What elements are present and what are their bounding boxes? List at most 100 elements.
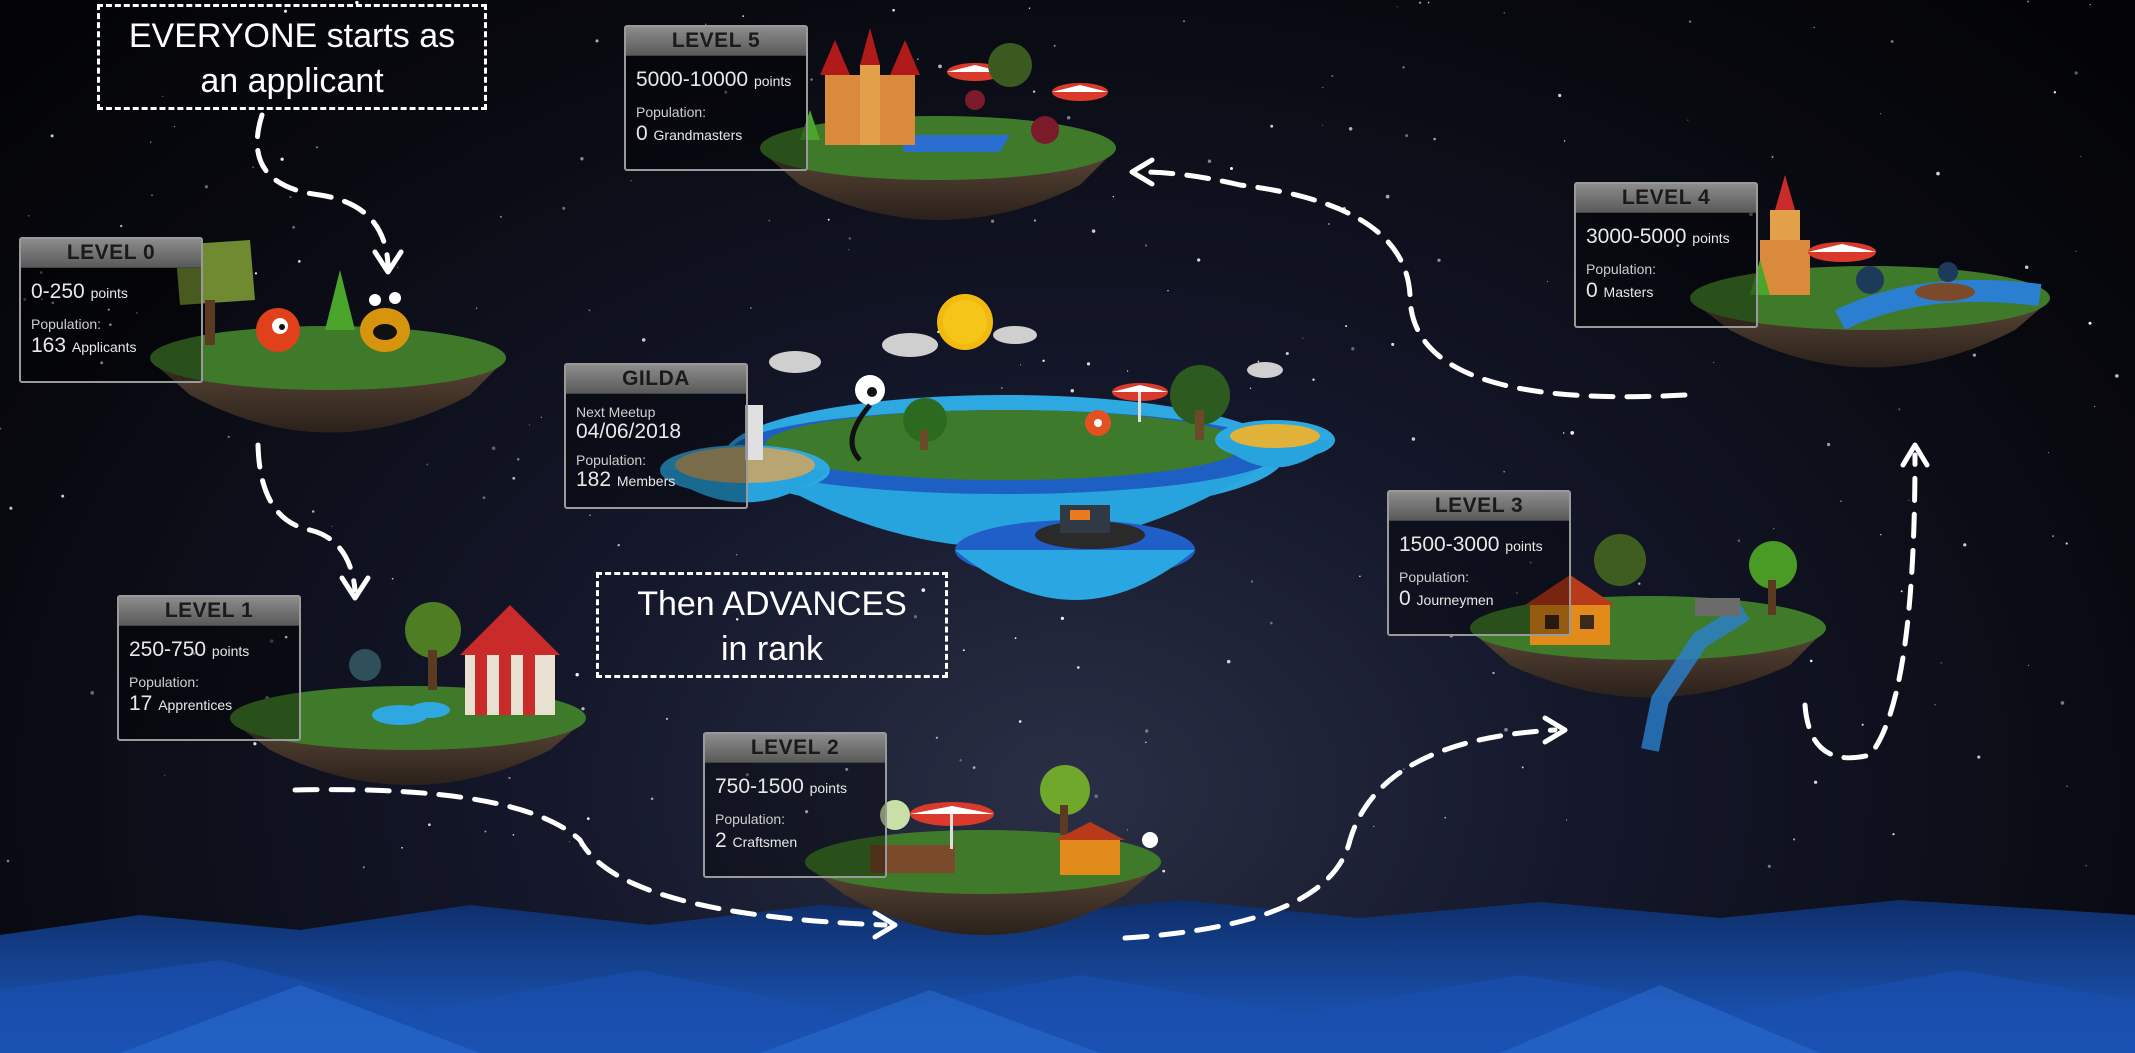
guild-population-count: 182 — [576, 468, 612, 491]
advance-note-line-2: in rank — [720, 630, 824, 668]
star — [1183, 20, 1185, 23]
island-level-0[interactable] — [150, 240, 506, 433]
level-range-unit: points — [753, 73, 792, 89]
star — [491, 446, 496, 451]
level-card-2[interactable]: LEVEL 2 750-1500 points Population: 2 Cr… — [703, 732, 887, 878]
level-population: 163 Applicants — [31, 334, 201, 358]
star — [935, 736, 939, 739]
star — [512, 834, 515, 836]
star — [1269, 621, 1273, 625]
level-population: 0 Journeymen — [1399, 587, 1569, 611]
star — [252, 166, 255, 169]
star — [1405, 134, 1409, 138]
star — [1771, 156, 1774, 158]
star — [50, 134, 54, 138]
star — [1936, 171, 1940, 176]
star — [2089, 3, 2091, 6]
star — [745, 773, 749, 777]
star — [750, 307, 752, 309]
star — [475, 307, 478, 309]
star — [100, 361, 104, 365]
star — [972, 766, 976, 769]
star — [1890, 40, 1894, 43]
star — [641, 338, 646, 342]
level-range-unit: points — [90, 285, 128, 301]
level-population-count: 2 — [715, 829, 727, 852]
star — [331, 525, 333, 528]
star — [848, 237, 852, 240]
island-level-2[interactable] — [805, 765, 1161, 935]
star — [109, 323, 112, 326]
island-level-4[interactable] — [1690, 175, 2050, 368]
star — [1687, 119, 1689, 121]
star — [164, 774, 166, 776]
star — [1086, 362, 1091, 366]
arrow-level-0-to-level-1 — [255, 442, 358, 593]
star — [1327, 222, 1330, 226]
star — [107, 308, 110, 311]
arrowhead-level-2 — [872, 910, 898, 940]
star — [1563, 140, 1566, 142]
star — [628, 878, 630, 880]
star — [516, 458, 520, 461]
star — [1963, 543, 1967, 547]
level-population-rank: Journeymen — [1416, 592, 1494, 608]
star — [1144, 741, 1147, 744]
star — [1427, 1, 1430, 4]
island-level-5[interactable] — [760, 28, 1116, 220]
star — [1749, 212, 1753, 217]
guild-meetup-label: Next Meetup — [576, 404, 656, 420]
star — [1433, 137, 1436, 141]
star — [2027, 0, 2030, 3]
star — [1042, 359, 1045, 362]
level-population-rank: Apprentices — [158, 697, 233, 713]
start-note-line-2: an applicant — [200, 62, 384, 100]
star — [1066, 115, 1071, 120]
star — [1566, 819, 1568, 821]
level-population: 0 Masters — [1586, 279, 1756, 303]
star — [2074, 71, 2078, 75]
star — [810, 78, 813, 81]
star — [1934, 704, 1936, 706]
level-card-title: LEVEL 1 — [119, 597, 299, 626]
star — [580, 157, 584, 161]
star — [1091, 229, 1096, 233]
level-range-value: 0-250 — [31, 280, 85, 303]
level-card-title: LEVEL 3 — [1389, 492, 1569, 521]
arrowhead-level-5 — [1129, 157, 1155, 187]
star — [768, 219, 771, 222]
star — [1444, 817, 1446, 819]
level-population-count: 163 — [31, 334, 67, 357]
star — [1826, 442, 1831, 447]
level-card-0[interactable]: LEVEL 0 0-250 points Population: 163 App… — [19, 237, 203, 383]
island-level-3[interactable] — [1470, 534, 1826, 752]
guild-card[interactable]: GILDA Next Meetup 04/06/2018 Population:… — [564, 363, 748, 509]
level-card-3[interactable]: LEVEL 3 1500-3000 points Population: 0 J… — [1387, 490, 1571, 636]
guild-island[interactable] — [660, 294, 1335, 600]
star — [581, 707, 585, 711]
arrowhead-level-3 — [1542, 715, 1568, 745]
star — [1345, 325, 1348, 328]
arrowhead-level-1 — [339, 575, 371, 601]
star — [1076, 666, 1080, 669]
star — [2075, 250, 2077, 252]
star — [428, 823, 431, 827]
island-level-1[interactable] — [230, 602, 586, 785]
star — [1676, 244, 1680, 248]
star — [1813, 26, 1815, 28]
star — [2065, 542, 2068, 545]
arrow-start-to-level-0 — [254, 112, 391, 268]
star — [586, 817, 590, 820]
level-card-4[interactable]: LEVEL 4 3000-5000 points Population: 0 M… — [1574, 182, 1758, 328]
star — [253, 742, 257, 746]
star — [1060, 616, 1064, 621]
guild-population-unit: Members — [616, 473, 676, 489]
level-card-1[interactable]: LEVEL 1 250-750 points Population: 17 Ap… — [117, 595, 301, 741]
star — [2047, 452, 2050, 454]
star — [61, 494, 65, 498]
level-card-5[interactable]: LEVEL 5 5000-10000 points Population: 0 … — [624, 25, 808, 171]
star — [362, 866, 365, 869]
star — [827, 218, 830, 221]
star — [41, 298, 43, 300]
star — [1638, 582, 1641, 585]
